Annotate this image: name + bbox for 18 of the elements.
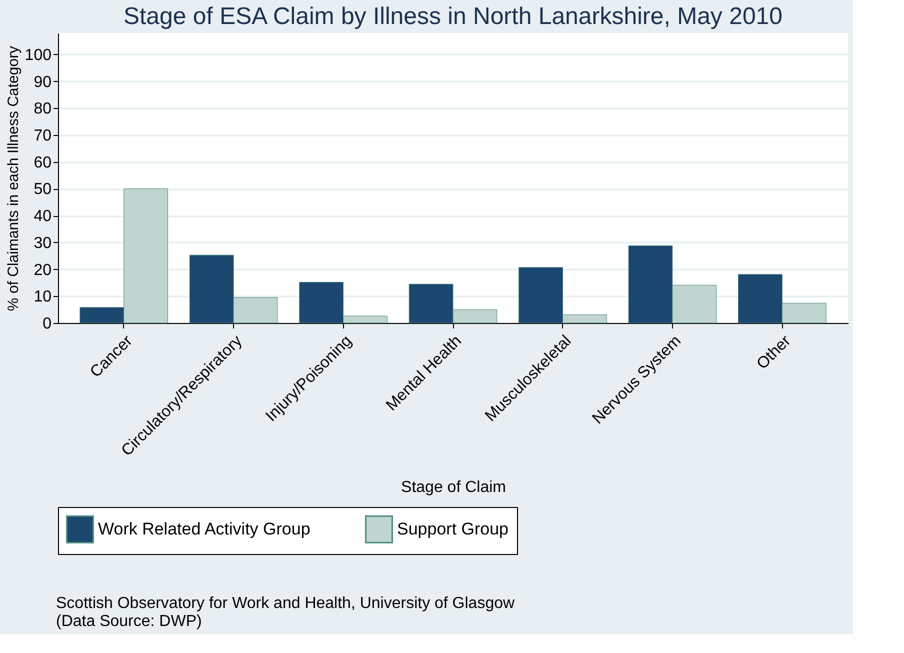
y-tick-label: 0 — [42, 316, 52, 332]
text: (Data Source: DWP) — [56, 613, 202, 630]
y-tick-label: 70 — [34, 128, 52, 145]
chart-title: Stage of ESA Claim by Illness in North Lanarkshire, May 2010 — [124, 3, 782, 30]
y-axis-title: % of Claimants in each Illness Category — [4, 45, 22, 312]
y-tick-label: 40 — [34, 208, 52, 226]
y-tick-label: 90 — [34, 74, 52, 91]
y-tick-label: 100 — [24, 46, 52, 64]
y-tick-label: 20 — [34, 262, 52, 279]
legend-label: Support Group — [397, 519, 509, 538]
y-tick-label: 10 — [34, 288, 52, 306]
y-tick-label: 60 — [34, 154, 52, 172]
y-tick-label: 50 — [34, 181, 52, 198]
legend-label: Work Related Activity Group — [98, 519, 310, 538]
y-tick-label: 30 — [34, 234, 52, 252]
x-axis-title: Stage of Claim — [401, 478, 506, 496]
text: Scottish Observatory for Work and Health, University of Glasgow — [56, 595, 515, 612]
y-tick-label: 80 — [34, 100, 52, 118]
